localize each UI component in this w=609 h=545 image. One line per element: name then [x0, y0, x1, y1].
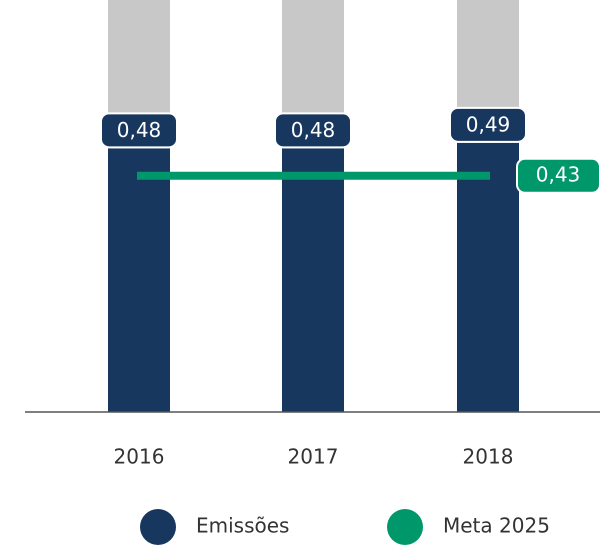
legend-swatch	[140, 509, 176, 545]
legend-label: Meta 2025	[443, 514, 550, 538]
bar	[282, 148, 344, 412]
value-label-box	[449, 106, 527, 143]
value-label: 0,49	[466, 112, 511, 136]
x-tick-label: 2017	[288, 445, 339, 469]
target-label: 0,43	[536, 162, 581, 186]
x-tick-label: 2016	[114, 445, 165, 469]
bar	[457, 142, 519, 412]
target-label-box	[516, 157, 601, 194]
legend-swatch	[387, 509, 423, 545]
value-label: 0,48	[117, 118, 162, 142]
bar	[108, 148, 170, 412]
value-label-box	[100, 112, 178, 149]
x-tick-label: 2018	[463, 445, 514, 469]
value-label: 0,48	[291, 118, 336, 142]
value-label-box	[274, 112, 352, 149]
legend-label: Emissões	[196, 514, 289, 538]
